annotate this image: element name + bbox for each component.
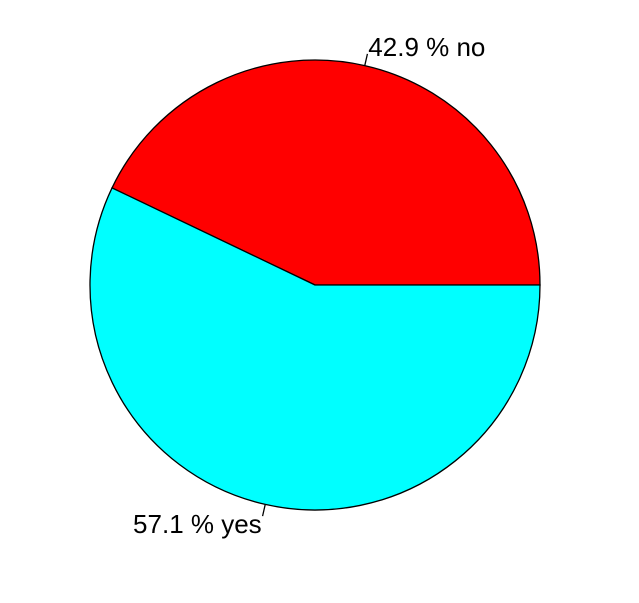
pie-slice-no bbox=[111, 59, 541, 286]
slice-label-no: 42.9 % no bbox=[368, 32, 485, 62]
slice-label-yes: 57.1 % yes bbox=[133, 509, 262, 539]
label-tick-no bbox=[364, 53, 369, 66]
label-tick-yes bbox=[261, 504, 266, 517]
pie-slice-yes bbox=[89, 187, 541, 511]
